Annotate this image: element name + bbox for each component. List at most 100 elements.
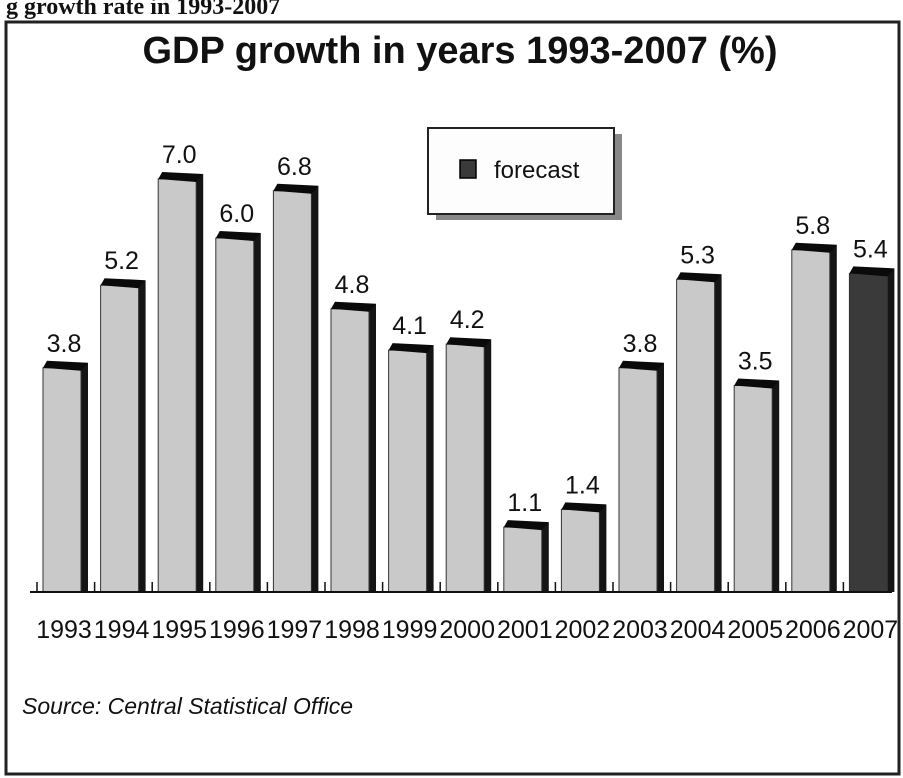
bar-body-2003 <box>618 367 658 593</box>
value-label-1993: 3.8 <box>47 330 82 358</box>
value-label-1998: 4.8 <box>335 271 370 299</box>
tick-label-2005: 2005 <box>727 616 783 644</box>
value-label-1997: 6.8 <box>277 153 312 181</box>
bar-body-1996 <box>215 237 255 593</box>
tick-label-1994: 1994 <box>94 616 150 644</box>
header-fragment: g growth rate in 1993-2007 <box>6 0 280 20</box>
bar-2005 <box>733 378 780 593</box>
value-label-2005: 3.5 <box>738 348 773 376</box>
bar-top-2002 <box>561 502 607 513</box>
value-label-2007: 5.4 <box>853 235 888 263</box>
bar-1995 <box>157 172 204 593</box>
value-labels: 3.8 5.2 7.0 6.0 6.8 4.8 4.1 4.2 1.1 1.4 3.8 5.3 3.5 5… <box>47 141 888 517</box>
value-label-1995: 7.0 <box>162 141 197 169</box>
bar-side-1996 <box>253 233 261 592</box>
bar-top-2001 <box>503 520 549 531</box>
bar-top-1994 <box>100 278 146 289</box>
bar-side-2003 <box>657 362 664 592</box>
tick-label-1995: 1995 <box>151 616 207 644</box>
tick-label-1993: 1993 <box>36 616 92 644</box>
bar-body-2000 <box>445 343 485 593</box>
bar-body-1998 <box>330 308 370 593</box>
bar-2000 <box>445 337 492 593</box>
bar-top-2000 <box>446 337 492 348</box>
value-label-1996: 6.0 <box>219 200 254 228</box>
bar-top-1996 <box>215 231 261 241</box>
bar-body-2007 <box>848 272 888 593</box>
bar-top-1999 <box>388 343 434 354</box>
bar-side-2007 <box>887 268 895 592</box>
bar-1993 <box>42 360 88 593</box>
bar-top-1995 <box>158 172 204 182</box>
tick-label-1997: 1997 <box>267 616 323 644</box>
bar-side-1999 <box>426 345 434 592</box>
bar-body-2001 <box>503 526 543 593</box>
bar-body-1994 <box>100 284 140 593</box>
legend-box <box>427 127 615 215</box>
bar-body-2005 <box>733 385 773 593</box>
bar-top-1998 <box>331 301 376 312</box>
tick-label-2000: 2000 <box>439 616 495 644</box>
bar-side-1993 <box>81 362 88 592</box>
bar-2002 <box>560 502 607 593</box>
bar-2003 <box>618 360 664 593</box>
x-axis <box>30 582 892 593</box>
bar-2007 <box>848 266 895 593</box>
bar-top-2003 <box>619 360 664 371</box>
legend-label-forecast: forecast <box>494 157 580 184</box>
bar-top-2004 <box>676 272 722 283</box>
value-label-2000: 4.2 <box>450 306 485 334</box>
bar-side-2004 <box>714 274 722 592</box>
bar-side-2005 <box>772 380 780 592</box>
tick-label-1998: 1998 <box>324 616 380 644</box>
bar-2001 <box>503 520 549 593</box>
bar-side-2000 <box>484 339 492 592</box>
source-note: Source: Central Statistical Office <box>22 693 353 719</box>
bar-side-2001 <box>541 522 549 592</box>
tick-label-2003: 2003 <box>612 616 668 644</box>
bars <box>42 172 895 593</box>
bar-2006 <box>791 242 837 593</box>
bar-1994 <box>100 278 146 593</box>
bar-body-2006 <box>791 249 831 593</box>
tick-label-1996: 1996 <box>209 616 265 644</box>
bar-side-1994 <box>138 280 146 592</box>
bar-body-1993 <box>42 367 82 593</box>
x-tick-labels: 1993 1994 1995 1996 1997 1998 1999 2000 2001 2002… <box>36 616 898 644</box>
bar-1997 <box>272 183 319 593</box>
tick-label-2007: 2007 <box>843 616 899 644</box>
tick-label-2006: 2006 <box>785 616 841 644</box>
value-label-2002: 1.4 <box>565 471 600 499</box>
bar-top-2006 <box>791 242 837 253</box>
tick-label-2001: 2001 <box>497 616 553 644</box>
bar-top-2007 <box>849 266 895 277</box>
legend-swatch-forecast <box>459 159 477 179</box>
bar-1996 <box>215 231 261 593</box>
bar-top-2005 <box>734 378 780 389</box>
bar-side-1998 <box>369 303 376 592</box>
bar-body-1997 <box>272 190 312 593</box>
bar-top-1993 <box>43 360 88 371</box>
tick-label-2004: 2004 <box>670 616 726 644</box>
bar-body-1999 <box>388 349 428 593</box>
bar-1998 <box>330 301 376 593</box>
legend: forecast <box>427 127 622 220</box>
bar-top-1997 <box>273 183 319 194</box>
value-label-2006: 5.8 <box>795 212 830 240</box>
bar-body-1995 <box>157 178 197 593</box>
value-label-1994: 5.2 <box>104 247 139 275</box>
chart-title: GDP growth in years 1993-2007 (%) <box>143 30 778 72</box>
tick-label-1999: 1999 <box>382 616 438 644</box>
bar-1999 <box>388 343 434 593</box>
bar-side-1995 <box>196 174 204 592</box>
value-label-1999: 4.1 <box>392 312 427 340</box>
tick-label-2002: 2002 <box>555 616 611 644</box>
bar-side-2006 <box>829 244 837 593</box>
bar-body-2004 <box>676 278 716 593</box>
value-label-2003: 3.8 <box>623 330 658 358</box>
bar-2004 <box>676 272 722 593</box>
bar-body-2002 <box>560 508 600 593</box>
value-label-2004: 5.3 <box>680 241 715 269</box>
